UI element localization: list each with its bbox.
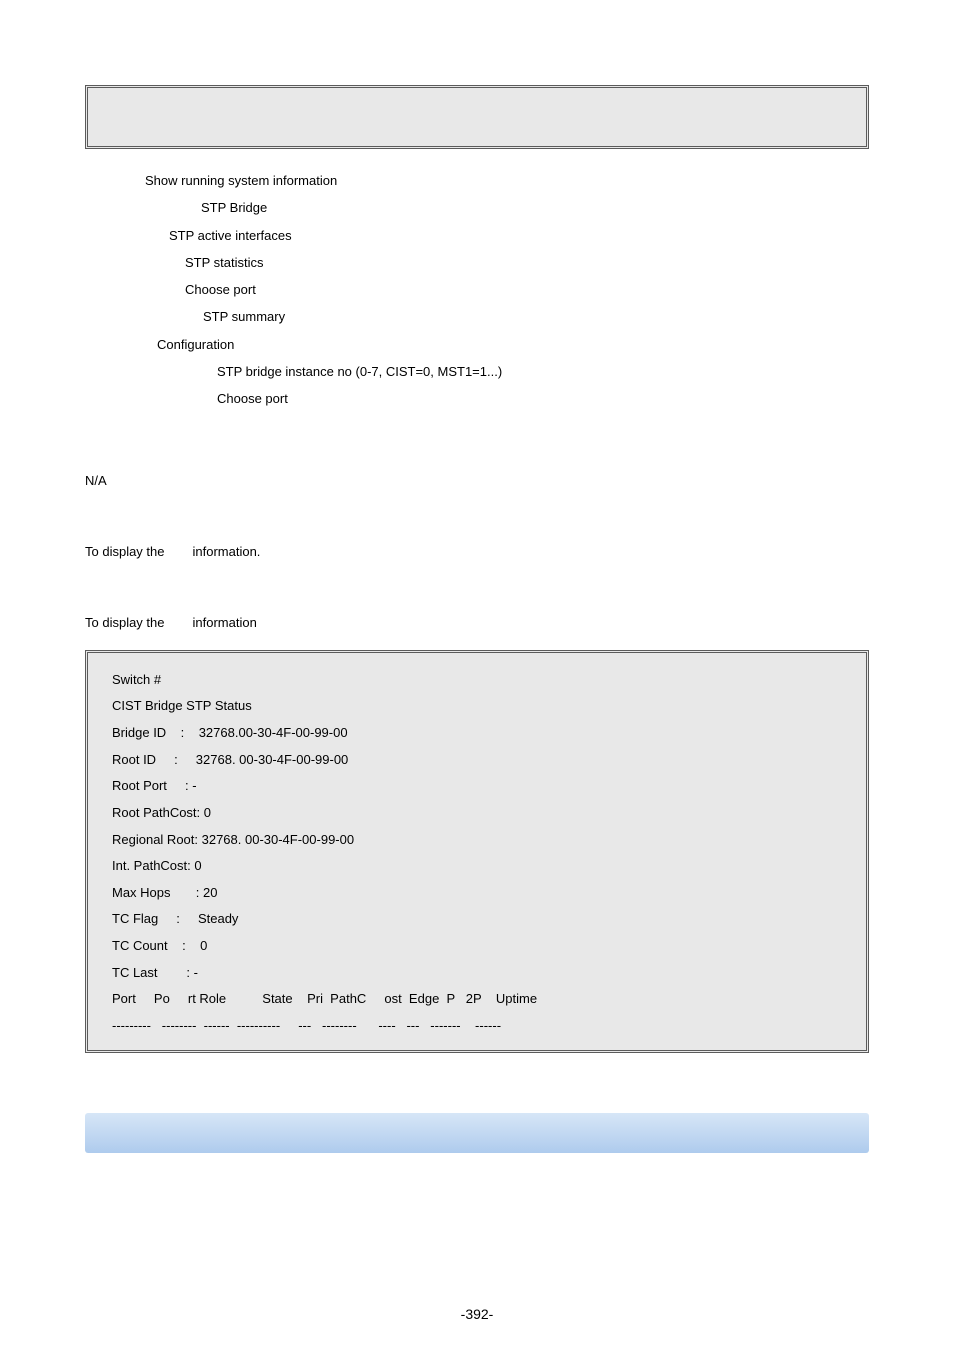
text: information.	[193, 544, 261, 559]
text: information	[193, 615, 257, 630]
intro-line: STP summary	[203, 303, 869, 330]
display-line-2: To display the information	[85, 615, 869, 630]
term-line: Int. PathCost: 0	[112, 853, 842, 880]
term-line: TC Last : -	[112, 960, 842, 987]
term-line: Regional Root: 32768. 00-30-4F-00-99-00	[112, 827, 842, 854]
term-line: TC Flag : Steady	[112, 906, 842, 933]
term-line: Root PathCost: 0	[112, 800, 842, 827]
intro-line: Choose port	[217, 385, 869, 412]
header-box	[85, 85, 869, 149]
term-line: Root Port : -	[112, 773, 842, 800]
term-line: Port Po rt Role State Pri PathC ost Edge…	[112, 986, 842, 1013]
section-bar	[85, 1113, 869, 1153]
term-line: --------- -------- ------ ---------- ---…	[112, 1013, 842, 1040]
term-line: TC Count : 0	[112, 933, 842, 960]
page-number: -392-	[0, 1306, 954, 1322]
term-line: Max Hops : 20	[112, 880, 842, 907]
text: To display the	[85, 544, 165, 559]
intro-line: STP statistics	[185, 249, 869, 276]
intro-line: STP active interfaces	[169, 222, 869, 249]
term-line: Bridge ID : 32768.00-30-4F-00-99-00	[112, 720, 842, 747]
intro-line: STP Bridge	[201, 194, 869, 221]
display-line-1: To display the information.	[85, 544, 869, 559]
term-line: CIST Bridge STP Status	[112, 693, 842, 720]
intro-line: STP bridge instance no (0-7, CIST=0, MST…	[217, 358, 869, 385]
intro-block: Show running system information STP Brid…	[145, 167, 869, 413]
page: Show running system information STP Brid…	[0, 0, 954, 1350]
term-line: Root ID : 32768. 00-30-4F-00-99-00	[112, 747, 842, 774]
intro-line: Show running system information	[145, 167, 869, 194]
text: To display the	[85, 615, 165, 630]
na-text: N/A	[85, 473, 869, 488]
term-line: Switch #	[112, 667, 842, 694]
intro-line: Choose port	[185, 276, 869, 303]
intro-line: Configuration	[157, 331, 869, 358]
terminal-output-box: Switch # CIST Bridge STP Status Bridge I…	[85, 650, 869, 1053]
